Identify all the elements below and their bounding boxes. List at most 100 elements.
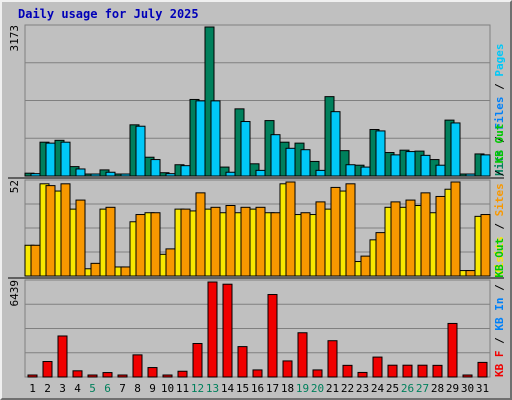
bar-sites-day-27 (420, 192, 431, 277)
bar-sites-day-22 (345, 183, 356, 277)
bar-sites-day-28 (435, 195, 446, 277)
bar-sites-day-2 (45, 185, 56, 277)
bar-kb-f-day-17 (267, 294, 278, 378)
bar-files-day-12 (195, 100, 206, 177)
bar-kb-f-day-10 (162, 374, 173, 378)
bar-files-day-14 (225, 171, 236, 177)
bar-sites-day-23 (360, 255, 371, 277)
bar-files-day-9 (150, 159, 161, 177)
chart-title: Daily usage for July 2025 (18, 7, 199, 21)
x-tick-label: 18 (281, 382, 294, 395)
bar-sites-day-15 (240, 206, 251, 277)
bar-kb-f-day-12 (192, 343, 203, 378)
bar-sites-day-19 (300, 212, 311, 277)
bar-files-day-3 (60, 141, 71, 177)
x-tick-label: 15 (236, 382, 249, 395)
bar-sites-day-3 (60, 183, 71, 277)
legend-entry: / (493, 331, 506, 351)
bar-files-day-19 (300, 149, 311, 177)
x-tick-label: 7 (119, 382, 126, 395)
x-tick-label: 3 (59, 382, 66, 395)
x-tick-label: 25 (386, 382, 399, 395)
bar-sites-day-1 (30, 244, 41, 277)
bar-sites-day-20 (315, 201, 326, 277)
x-tick-label: 4 (74, 382, 81, 395)
bar-sites-day-21 (330, 186, 341, 277)
x-tick-label: 20 (311, 382, 324, 395)
bar-sites-day-31 (480, 214, 491, 277)
legend-entry: KB Out (493, 124, 506, 164)
x-tick-label: 1 (29, 382, 36, 395)
bar-sites-day-18 (285, 181, 296, 277)
bar-files-day-29 (450, 122, 461, 177)
bar-kb-f-day-28 (432, 364, 443, 378)
x-tick-label: 16 (251, 382, 264, 395)
bar-sites-day-6 (105, 206, 116, 277)
bar-files-day-20 (315, 169, 326, 177)
bar-files-day-2 (45, 142, 56, 177)
bar-files-day-17 (270, 134, 281, 177)
bar-files-day-22 (345, 164, 356, 177)
bar-files-day-10 (165, 173, 176, 177)
bar-kb-f-day-30 (462, 374, 473, 378)
x-tick-label: 22 (341, 382, 354, 395)
bar-files-day-27 (420, 154, 431, 177)
x-tick-label: 6 (104, 382, 111, 395)
bar-kb-f-day-18 (282, 360, 293, 378)
x-tick-label: 8 (134, 382, 141, 395)
x-tick-label: 26 (401, 382, 414, 395)
x-tick-label: 17 (266, 382, 279, 395)
legend-entry: / (493, 77, 506, 97)
bar-sites-day-5 (90, 262, 101, 277)
x-tick-label: 28 (431, 382, 444, 395)
x-tick-label: 27 (416, 382, 429, 395)
bar-kb-f-day-3 (57, 335, 68, 378)
bar-files-day-18 (285, 147, 296, 177)
x-tick-label: 10 (161, 382, 174, 395)
bar-files-day-30 (465, 173, 476, 177)
bar-kb-f-day-13 (207, 281, 218, 378)
legend-entry: Visits (493, 236, 506, 276)
x-tick-label: 12 (191, 382, 204, 395)
x-tick-label: 21 (326, 382, 339, 395)
legend-text: Hits / Files / Pages (493, 44, 506, 177)
bar-sites-day-16 (255, 206, 266, 277)
bar-sites-day-30 (465, 270, 476, 277)
bar-kb-f-day-8 (132, 354, 143, 378)
bar-files-day-11 (180, 165, 191, 177)
bar-files-day-1 (30, 173, 41, 177)
bar-kb-f-day-2 (42, 361, 53, 378)
legend-entry: KB Out (493, 238, 506, 278)
legend-entry: KB In (493, 298, 506, 331)
bar-sites-day-24 (375, 232, 386, 277)
y-max-label: 6439 (8, 280, 21, 307)
bar-files-day-8 (135, 125, 146, 177)
legend-entry: Pages (493, 44, 506, 77)
bar-kb-f-day-29 (447, 322, 458, 378)
bar-files-day-31 (480, 154, 491, 177)
legend-entry: / (493, 278, 506, 298)
bar-kb-f-day-27 (417, 364, 428, 378)
bar-sites-day-26 (405, 199, 416, 277)
x-tick-label: 13 (206, 382, 219, 395)
y-max-label: 3173 (8, 25, 21, 52)
bar-kb-f-day-26 (402, 364, 413, 378)
bar-kb-f-day-20 (312, 369, 323, 378)
bar-kb-f-day-16 (252, 369, 263, 378)
bar-sites-day-13 (210, 206, 221, 277)
x-tick-label: 30 (461, 382, 474, 395)
bar-files-day-16 (255, 169, 266, 177)
bar-kb-f-day-14 (222, 283, 233, 378)
bar-kb-f-day-1 (27, 374, 38, 378)
bar-files-day-7 (120, 173, 131, 177)
bar-sites-day-25 (390, 201, 401, 277)
x-tick-label: 11 (176, 382, 189, 395)
x-tick-label: 9 (149, 382, 156, 395)
bar-sites-day-9 (150, 212, 161, 277)
bar-files-day-13 (210, 100, 221, 177)
bar-files-day-5 (90, 173, 101, 177)
bar-kb-f-day-25 (387, 364, 398, 378)
x-tick-label: 5 (89, 382, 96, 395)
x-tick-label: 19 (296, 382, 309, 395)
